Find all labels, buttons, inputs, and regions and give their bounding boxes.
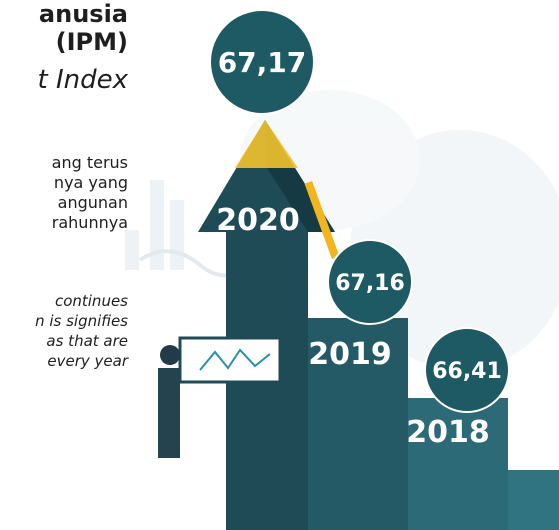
title-line: (IPM): [56, 28, 128, 56]
paragraph-line: every year: [47, 352, 128, 370]
paragraph-line: as that are: [46, 332, 128, 350]
year-label: 2018: [406, 415, 490, 450]
value-label: 67,16: [335, 271, 405, 296]
paragraph-line: continues: [55, 292, 128, 310]
paragraph-line: angunan: [58, 193, 128, 212]
paragraph-line: n is signifies: [35, 312, 128, 330]
year-label: 2019: [308, 337, 392, 372]
title-line: anusia: [39, 0, 128, 28]
infographic: anusia (IPM) t Index ang terusnya yangan…: [0, 0, 559, 530]
paragraph-line: rahunnya: [52, 213, 128, 232]
year-label: 2020: [216, 203, 300, 238]
page: anusia (IPM) t Index ang terusnya yangan…: [0, 0, 559, 530]
paragraph-line: ang terus: [52, 153, 128, 172]
paragraph-line: nya yang: [54, 173, 128, 192]
subtitle: t Index: [38, 65, 129, 95]
value-label: 67,17: [218, 46, 307, 79]
value-label: 66,41: [432, 359, 502, 384]
